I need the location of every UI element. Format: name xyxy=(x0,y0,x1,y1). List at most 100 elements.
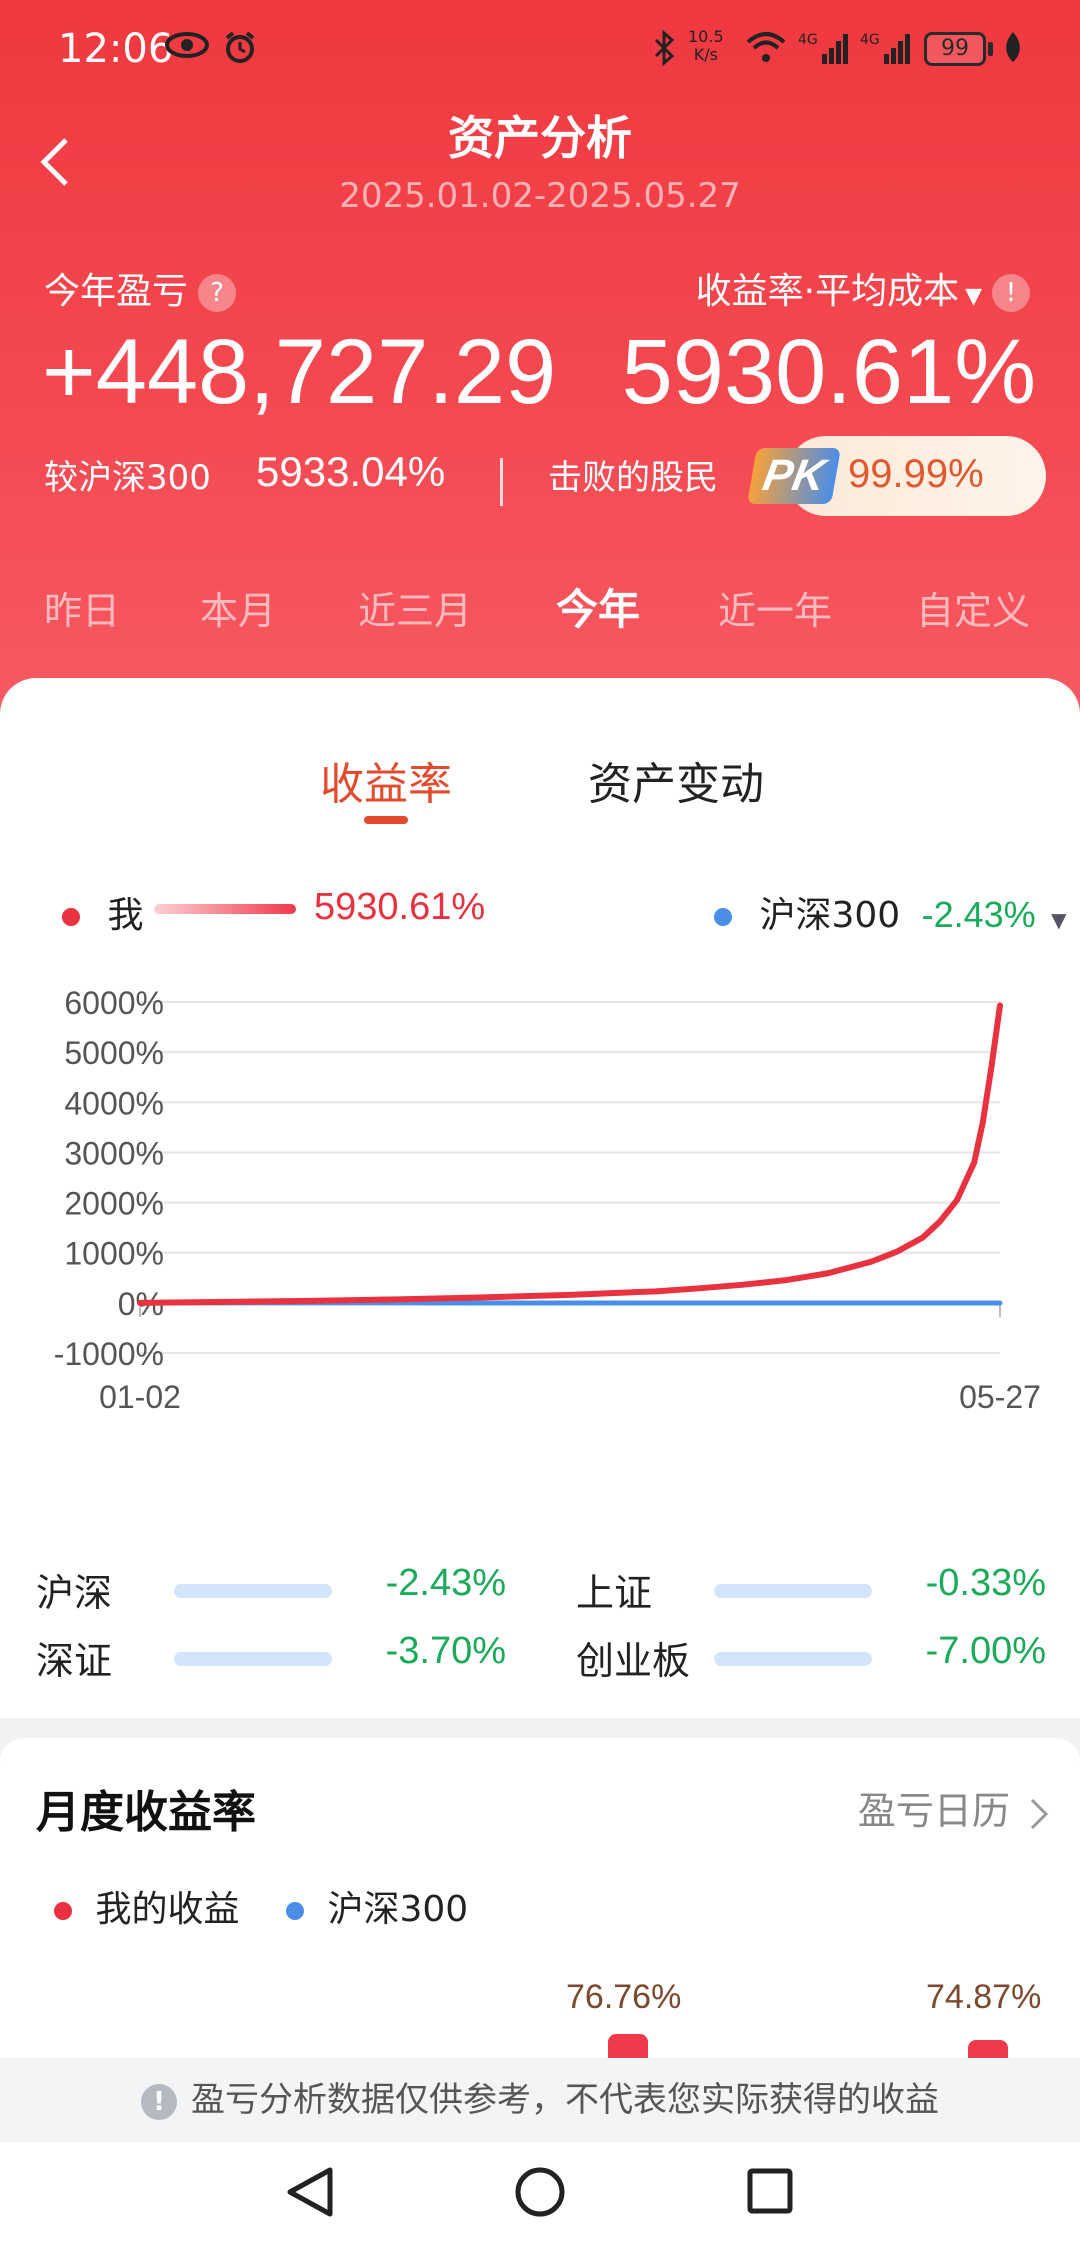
beat-label: 击败的股民 xyxy=(548,458,718,498)
monthly-bar-2[interactable] xyxy=(968,2040,1008,2058)
page-title: 资产分析 xyxy=(448,111,632,165)
header-hero: 12:06 10.5 K/s 4G 4G 99 资产分析 2025 xyxy=(0,0,1080,720)
signal-4g-icon-2: 4G xyxy=(860,30,912,74)
index-sz-value: -3.70% xyxy=(385,1630,506,1672)
index-cyb-value: -7.00% xyxy=(925,1630,1046,1672)
monthly-value-2: 74.87% xyxy=(926,1978,1042,2016)
signal-4g-icon: 4G xyxy=(798,30,850,74)
x-tick-label: 01-02 xyxy=(99,1379,181,1415)
net-speed-value: 10.5 xyxy=(688,27,724,46)
index-hs-value: -2.43% xyxy=(385,1562,506,1604)
chevron-left-icon xyxy=(40,138,68,186)
legend-hs300-dot xyxy=(286,1902,304,1920)
legend-me: 我 xyxy=(62,886,143,938)
legend-me-value: 5930.61% xyxy=(314,886,486,928)
index-cyb-label: 创业板 xyxy=(576,1639,691,1683)
info-icon: ! xyxy=(141,2083,177,2120)
help-icon[interactable]: ? xyxy=(198,274,237,312)
net-speed-unit: K/s xyxy=(693,45,718,64)
return-chart: 6000%5000%4000%3000%2000%1000%0%-1000%01… xyxy=(54,985,1041,1415)
y-tick-label: 1000% xyxy=(64,1236,164,1272)
back-button[interactable] xyxy=(36,132,76,192)
index-sh-bar xyxy=(714,1584,872,1598)
battery-cap xyxy=(988,42,993,56)
y-tick-label: 6000% xyxy=(64,985,164,1021)
nav-back-icon[interactable] xyxy=(287,2167,333,2217)
chart-card: 收益率 资产变动 我 5930.61% 沪深300 -2.43% ▼ 6000%… xyxy=(0,678,1080,1718)
y-tick-label: 2000% xyxy=(64,1186,164,1222)
svg-text:4G: 4G xyxy=(860,32,880,48)
y-tick-label: -1000% xyxy=(54,1336,164,1372)
svg-text:4G: 4G xyxy=(798,32,818,48)
legend-my-return-dot xyxy=(54,1902,72,1920)
x-tick-label: 05-27 xyxy=(959,1379,1041,1415)
pk-icon[interactable]: PK xyxy=(747,448,841,504)
index-sz-bar xyxy=(174,1652,332,1666)
dropdown-caret-icon[interactable]: ▼ xyxy=(965,284,982,309)
index-sz-label: 深证 xyxy=(36,1639,113,1683)
tab-last-three-months[interactable]: 近三月 xyxy=(358,589,473,633)
bluetooth-icon xyxy=(652,29,676,74)
status-bar: 12:06 10.5 K/s 4G 4G 99 xyxy=(0,0,1080,100)
legend-bench[interactable]: 沪深300 -2.43% ▼ xyxy=(714,886,1067,938)
calendar-link[interactable]: 盈亏日历 xyxy=(858,1780,1050,1835)
dropdown-caret-icon[interactable]: ▼ xyxy=(1051,908,1067,932)
monthly-bar-1[interactable] xyxy=(608,2034,648,2058)
rate-label[interactable]: 收益率·平均成本 xyxy=(695,271,960,312)
disclaimer-text: 盈亏分析数据仅供参考，不代表您实际获得的收益 xyxy=(191,2080,939,2120)
series-line-me xyxy=(137,1002,1003,1306)
pnl-label-group: 今年盈亏? xyxy=(44,262,237,314)
legend-my-return: 我的收益 xyxy=(54,1880,239,1932)
period-tabs: 昨日 本月 近三月 今年 近一年 自定义 xyxy=(0,580,1080,640)
monthly-value-1: 76.76% xyxy=(566,1978,682,2016)
tab-custom[interactable]: 自定义 xyxy=(916,589,1031,633)
wifi-icon xyxy=(744,30,788,72)
tab-last-year[interactable]: 近一年 xyxy=(718,589,833,633)
index-sh-value: -0.33% xyxy=(925,1562,1046,1604)
index-hs-bar xyxy=(174,1584,332,1598)
y-tick-label: 4000% xyxy=(64,1085,164,1121)
tab-yesterday[interactable]: 昨日 xyxy=(44,589,121,633)
pnl-value: +448,727.29 xyxy=(42,321,557,423)
legend-me-bar xyxy=(154,904,296,914)
rate-value: 5930.61% xyxy=(621,321,1036,423)
legend-me-label: 我 xyxy=(107,895,144,936)
index-hs-label: 沪深 xyxy=(36,1571,113,1615)
nav-home-icon[interactable] xyxy=(515,2167,565,2217)
legend-bench-dot xyxy=(714,908,732,926)
chevron-right-icon xyxy=(1030,1798,1049,1829)
legend-me-dot xyxy=(62,908,80,926)
pnl-label: 今年盈亏 xyxy=(44,271,189,312)
disclaimer: ! 盈亏分析数据仅供参考，不代表您实际获得的收益 xyxy=(0,2058,1080,2142)
system-nav-bar xyxy=(0,2142,1080,2244)
vs-hs300-value: 5933.04% xyxy=(256,448,446,495)
status-time: 12:06 xyxy=(58,26,174,72)
legend-bench-label[interactable]: 沪深300 xyxy=(759,895,901,936)
info-icon[interactable]: ! xyxy=(992,274,1030,312)
legend-my-return-label: 我的收益 xyxy=(95,1889,240,1930)
legend-hs300-label: 沪深300 xyxy=(327,1889,469,1930)
beat-value: 99.99% xyxy=(848,452,984,496)
date-range: 2025.01.02-2025.05.27 xyxy=(339,176,741,216)
nav-recents-icon[interactable] xyxy=(747,2168,793,2214)
vs-hs300-label: 较沪深300 xyxy=(44,458,211,498)
legend-hs300: 沪深300 xyxy=(286,1880,468,1932)
eye-icon xyxy=(164,30,210,68)
legend-bench-value[interactable]: -2.43% xyxy=(921,894,1036,935)
divider xyxy=(500,458,503,506)
alarm-icon xyxy=(222,30,258,74)
y-tick-label: 3000% xyxy=(64,1135,164,1171)
monthly-title: 月度收益率 xyxy=(36,1787,256,1838)
tab-asset-change[interactable]: 资产变动 xyxy=(588,759,764,810)
index-cyb-bar xyxy=(714,1652,872,1666)
net-speed: 10.5 K/s xyxy=(688,28,724,64)
calendar-link-label[interactable]: 盈亏日历 xyxy=(857,1789,1010,1833)
tab-underline xyxy=(364,816,408,824)
rate-label-group[interactable]: 收益率·平均成本 ▼! xyxy=(696,262,1030,314)
monthly-card: 月度收益率 盈亏日历 我的收益 沪深300 76.76% 74.87% xyxy=(0,1738,1080,2058)
tab-return-rate[interactable]: 收益率 xyxy=(320,759,452,810)
tab-this-month[interactable]: 本月 xyxy=(200,589,277,633)
y-tick-label: 5000% xyxy=(64,1035,164,1071)
leaf-icon xyxy=(1002,30,1024,72)
tab-this-year[interactable]: 今年 xyxy=(556,585,641,634)
